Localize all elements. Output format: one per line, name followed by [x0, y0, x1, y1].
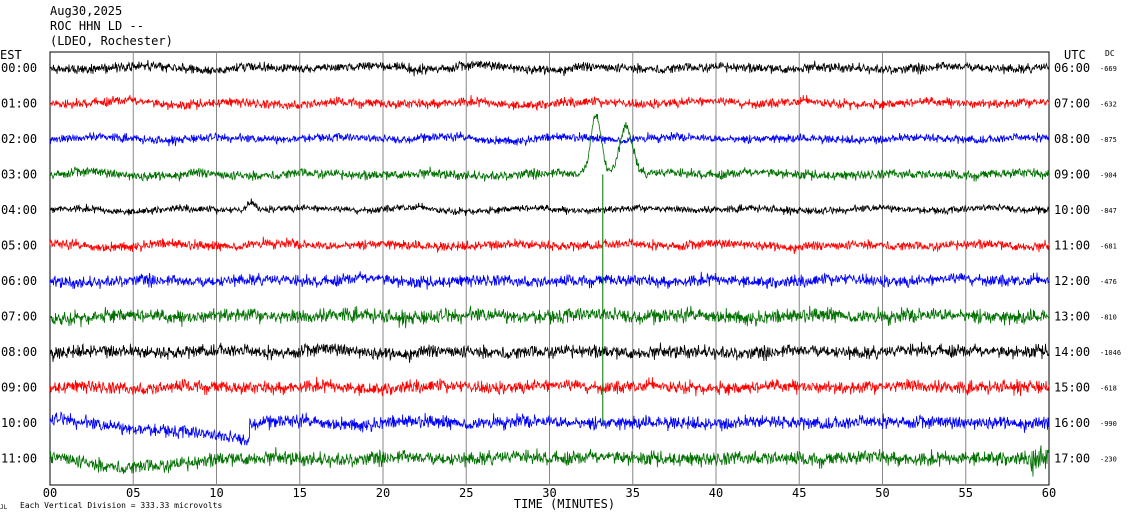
x-tick-label: 20 — [376, 486, 390, 500]
dc-offset-label: -904 — [1100, 172, 1117, 180]
x-tick-label: 25 — [459, 486, 473, 500]
utc-time-label: 17:00 — [1054, 452, 1090, 466]
est-time-label: 07:00 — [1, 310, 37, 324]
est-time-label: 10:00 — [1, 416, 37, 430]
est-axis-label: EST — [0, 48, 22, 62]
x-tick-label: 10 — [209, 486, 223, 500]
x-tick-label: 50 — [875, 486, 889, 500]
est-time-label: 04:00 — [1, 203, 37, 217]
dc-offset-label: -1046 — [1100, 349, 1121, 357]
x-tick-label: 60 — [1042, 486, 1056, 500]
est-time-label: 09:00 — [1, 381, 37, 395]
network-label: (LDEO, Rochester) — [50, 34, 173, 48]
trace-line — [49, 376, 1050, 397]
est-time-label: 06:00 — [1, 274, 37, 288]
dc-offset-label: -875 — [1100, 136, 1117, 144]
x-tick-label: 55 — [959, 486, 973, 500]
trace-line — [49, 445, 1050, 477]
utc-axis-label: UTC — [1064, 48, 1086, 62]
dc-offset-label: -990 — [1100, 420, 1117, 428]
est-time-label: 02:00 — [1, 132, 37, 146]
dc-label: DC — [1105, 49, 1115, 58]
est-time-label: 11:00 — [1, 452, 37, 466]
trace-line — [49, 131, 1050, 147]
utc-time-label: 10:00 — [1054, 203, 1090, 217]
est-time-label: 03:00 — [1, 168, 37, 182]
dc-offset-label: -681 — [1100, 243, 1117, 251]
trace-line — [49, 198, 1050, 216]
est-time-label: 08:00 — [1, 345, 37, 359]
utc-time-label: 12:00 — [1054, 274, 1090, 288]
dc-offset-label: -476 — [1100, 278, 1117, 286]
dc-offset-label: -669 — [1100, 65, 1117, 73]
x-tick-label: 05 — [126, 486, 140, 500]
dc-offset-label: -810 — [1100, 314, 1117, 322]
est-time-label: 01:00 — [1, 97, 37, 111]
trace-line — [49, 305, 1050, 329]
corner-mark: JL — [0, 504, 8, 511]
utc-time-label: 15:00 — [1054, 381, 1090, 395]
utc-time-label: 11:00 — [1054, 239, 1090, 253]
dc-offset-label: -847 — [1100, 207, 1117, 215]
x-tick-label: 00 — [43, 486, 57, 500]
utc-time-label: 07:00 — [1054, 97, 1090, 111]
trace-line — [49, 59, 1050, 77]
x-axis-label: TIME (MINUTES) — [514, 497, 615, 511]
trace-line — [49, 236, 1050, 255]
utc-time-label: 14:00 — [1054, 345, 1090, 359]
station-label: ROC HHN LD -- — [50, 19, 144, 33]
est-time-label: 05:00 — [1, 239, 37, 253]
trace-line — [49, 94, 1050, 112]
scale-note: Each Vertical Division = 333.33 microvol… — [20, 501, 223, 510]
date-label: Aug30,2025 — [50, 4, 123, 18]
trace-line — [49, 271, 1050, 290]
utc-time-label: 06:00 — [1054, 61, 1090, 75]
utc-time-label: 13:00 — [1054, 310, 1090, 324]
utc-time-label: 09:00 — [1054, 168, 1090, 182]
trace-line — [49, 113, 1050, 182]
trace-line — [49, 341, 1050, 363]
utc-time-label: 16:00 — [1054, 416, 1090, 430]
x-tick-label: 45 — [792, 486, 806, 500]
x-tick-label: 15 — [293, 486, 307, 500]
trace-line — [49, 411, 1050, 446]
est-time-label: 00:00 — [1, 61, 37, 75]
dc-offset-label: -632 — [1100, 101, 1117, 109]
x-tick-label: 35 — [626, 486, 640, 500]
x-tick-label: 30 — [542, 486, 556, 500]
dc-offset-label: -618 — [1100, 385, 1117, 393]
dc-offset-label: -230 — [1100, 456, 1117, 464]
utc-time-label: 08:00 — [1054, 132, 1090, 146]
x-tick-label: 40 — [709, 486, 723, 500]
